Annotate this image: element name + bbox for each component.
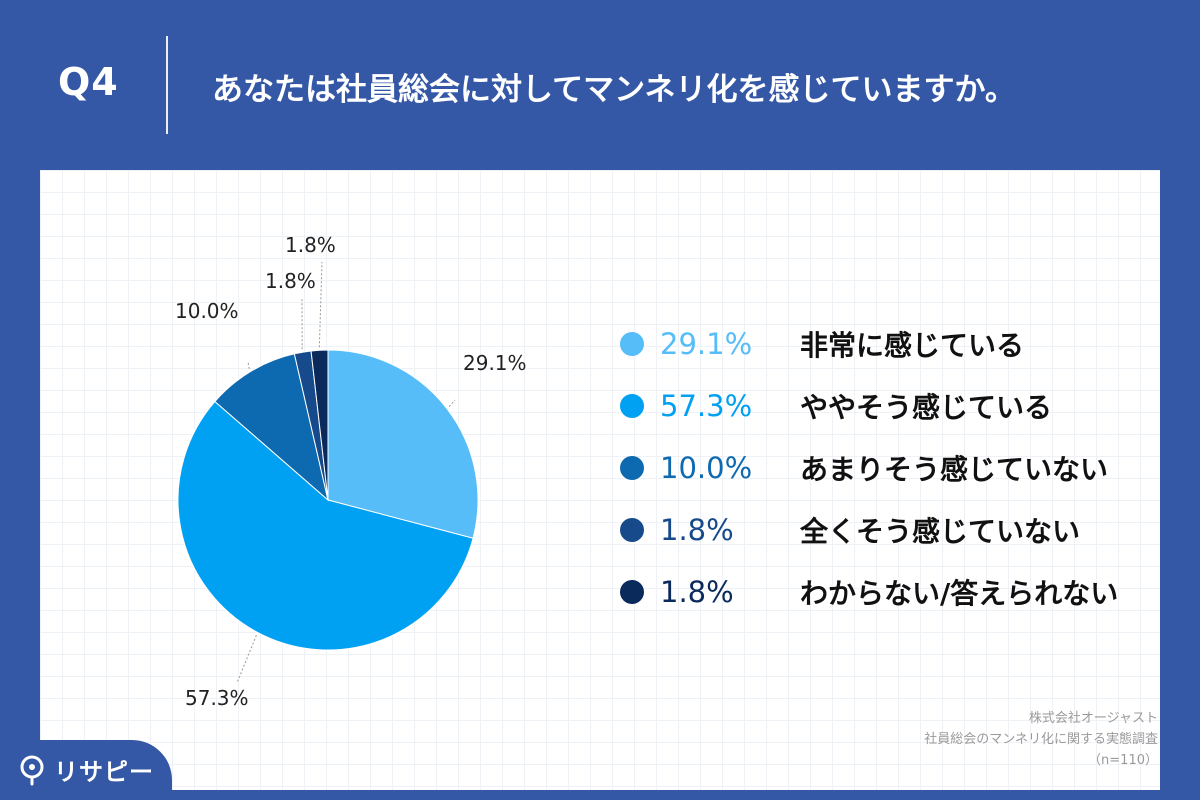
pin-icon [20, 755, 44, 785]
legend-item: 1.8% わからない/答えられない [620, 570, 1160, 614]
data-label: 1.8% [265, 269, 316, 293]
legend-value: 10.0% [660, 451, 753, 485]
header: Q4 あなたは社員総会に対してマンネリ化を感じていますか。 [0, 0, 1200, 170]
legend-label: あまりそう感じていない [800, 453, 1109, 486]
data-label: 57.3% [185, 686, 249, 710]
legend-item: 29.1% 非常に感じている [620, 322, 1160, 366]
source-note: 株式会社オージャスト 社員総会のマンネリ化に関する実態調査 （n=110） [924, 708, 1158, 771]
logo-bar [0, 740, 172, 800]
source-sample-size: （n=110） [1088, 753, 1158, 768]
legend-value: 1.8% [660, 575, 734, 609]
legend-value: 57.3% [660, 389, 753, 423]
legend-label: 非常に感じている [800, 329, 1025, 362]
data-label: 1.8% [285, 233, 336, 257]
source-survey: 社員総会のマンネリ化に関する実態調査 [924, 732, 1158, 747]
legend-dot [620, 456, 644, 480]
leader-line [448, 399, 456, 407]
legend-label: 全くそう感じていない [800, 515, 1081, 548]
legend-label: ややそう感じている [800, 391, 1053, 424]
legend-value: 1.8% [660, 513, 734, 547]
legend-dot [620, 332, 644, 356]
legend-item: 10.0% あまりそう感じていない [620, 446, 1160, 490]
logo-text: リサピー [54, 758, 154, 786]
legend-label: わからない/答えられない [800, 577, 1119, 610]
pie-slice [327, 349, 479, 539]
pie-slice [310, 349, 329, 501]
legend-value: 29.1% [660, 327, 753, 361]
header-divider [166, 36, 168, 134]
question-number: Q4 [58, 60, 119, 104]
legend-dot [620, 518, 644, 542]
legend-dot [620, 394, 644, 418]
leader-line [318, 261, 323, 348]
pie-slice [177, 400, 474, 651]
legend-item: 57.3% ややそう感じている [620, 384, 1160, 428]
source-company: 株式会社オージャスト [1028, 711, 1158, 726]
leader-line [247, 361, 250, 369]
legend-dot [620, 580, 644, 604]
data-label: 29.1% [463, 351, 527, 375]
brand-logo: リサピー [18, 752, 154, 787]
question-text: あなたは社員総会に対してマンネリ化を感じていますか。 [212, 72, 1016, 108]
leader-line [236, 635, 257, 684]
pie-slice [214, 353, 329, 502]
legend-item: 1.8% 全くそう感じていない [620, 508, 1160, 552]
data-label: 10.0% [175, 299, 239, 323]
